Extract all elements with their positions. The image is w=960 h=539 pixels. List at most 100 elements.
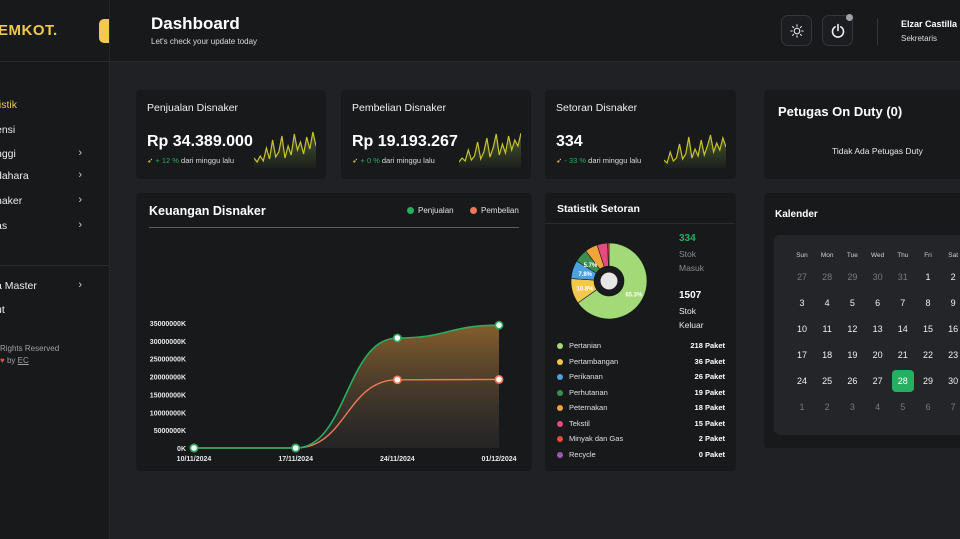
calendar-day[interactable]: 30 xyxy=(948,376,959,386)
calendar-day[interactable]: 28 xyxy=(822,272,833,282)
calendar-day[interactable]: 20 xyxy=(872,350,883,360)
y-tick-label: 30000000K xyxy=(150,339,186,346)
chevron-right-icon: › xyxy=(78,219,82,231)
calendar-day[interactable]: 7 xyxy=(950,402,956,412)
calendar-day[interactable]: 18 xyxy=(822,350,833,360)
calendar-day[interactable]: 30 xyxy=(872,272,883,282)
calendar-day[interactable]: 26 xyxy=(847,376,858,386)
stat-delta-percent: + 0 % xyxy=(360,156,380,165)
pembelian-point[interactable] xyxy=(392,375,402,385)
calendar-day[interactable]: 9 xyxy=(950,298,956,308)
calendar-day[interactable]: 11 xyxy=(822,324,832,334)
stat-card-pembelian: Pembelian Disnaker Rp 19.193.267 ➶ + 0 %… xyxy=(341,90,531,179)
category-dot xyxy=(557,343,563,349)
pembelian-point[interactable] xyxy=(494,375,504,384)
calendar-day[interactable]: 5 xyxy=(900,402,906,412)
donut-slice xyxy=(577,242,648,320)
calendar-day[interactable]: 8 xyxy=(925,298,931,308)
sidebar-item-logout[interactable]: ut xyxy=(0,302,110,320)
calendar-day[interactable]: 21 xyxy=(897,350,908,360)
stat-card-penjualan: Penjualan Disnaker Rp 34.389.000 ➶ + 12 … xyxy=(136,90,326,179)
stat-card-delta: ➶ - 33 % dari minggu lalu xyxy=(556,156,641,165)
calendar-day[interactable]: 25 xyxy=(822,376,833,386)
sparkline-area xyxy=(664,135,726,168)
calendar-day[interactable]: 6 xyxy=(925,402,931,412)
category-name: Tekstil xyxy=(569,418,590,428)
copyright-text: Rights Reserved xyxy=(0,344,60,353)
category-row: Peternakan 18 Paket xyxy=(557,403,725,415)
x-tick-label: 01/12/2024 xyxy=(481,456,516,463)
penjualan-point[interactable] xyxy=(494,320,504,330)
page-title: Dashboard xyxy=(151,14,240,33)
calendar-day[interactable]: 1 xyxy=(925,272,931,282)
penjualan-point[interactable] xyxy=(392,333,402,343)
calendar-day[interactable]: 29 xyxy=(922,376,933,386)
stat-card-title: Setoran Disnaker xyxy=(556,102,638,114)
sidebar-item-4[interactable]: naker › xyxy=(0,193,110,211)
category-row: Perhutanan 19 Paket xyxy=(557,388,725,400)
calendar-day[interactable]: 4 xyxy=(824,298,830,308)
calendar-day[interactable]: 4 xyxy=(875,402,881,412)
calendar-day[interactable]: 3 xyxy=(799,298,805,308)
calendar-day[interactable]: 13 xyxy=(872,324,883,334)
calendar-day[interactable]: 7 xyxy=(900,298,906,308)
calendar-day[interactable]: 15 xyxy=(922,324,933,334)
weekday-label: Wed xyxy=(870,252,885,259)
stat-card-value: 334 xyxy=(556,133,583,150)
category-row: Tekstil 15 Paket xyxy=(557,419,725,431)
sidebar-item-label: tistik xyxy=(0,99,17,111)
theme-toggle-button[interactable] xyxy=(781,15,812,46)
calendar-day[interactable]: 3 xyxy=(849,402,855,412)
sidebar-item-2[interactable]: nggi › xyxy=(0,146,110,164)
calendar-day[interactable]: 10 xyxy=(796,324,807,334)
calendar-day-today[interactable]: 28 xyxy=(891,370,914,392)
calendar-day[interactable]: 24 xyxy=(796,376,807,386)
sidebar-item-label: as xyxy=(0,220,8,232)
duty-card: Petugas On Duty (0) Tidak Ada Petugas Du… xyxy=(764,90,960,179)
credit-line: ♥ by EC xyxy=(0,355,59,367)
weekday-label: Tue xyxy=(846,252,858,259)
y-tick-label: 25000000K xyxy=(150,357,186,364)
sidebar-item-statistik[interactable]: tistik xyxy=(0,97,110,115)
calendar-day[interactable]: 14 xyxy=(897,324,908,334)
app-logo[interactable]: EMKOT. xyxy=(0,22,58,39)
user-name[interactable]: Elzar Castilla xyxy=(901,19,958,29)
calendar-day[interactable]: 2 xyxy=(950,272,956,282)
calendar-day[interactable]: 6 xyxy=(875,298,881,308)
calendar-day[interactable]: 31 xyxy=(897,272,908,282)
calendar-day[interactable]: 29 xyxy=(847,272,858,282)
calendar-day[interactable]: 17 xyxy=(796,350,807,360)
legend-pembelian[interactable]: Pembelian xyxy=(470,206,519,215)
legend-penjualan[interactable]: Penjualan xyxy=(407,206,454,215)
credit-link[interactable]: EC xyxy=(17,356,29,365)
credit-by: by xyxy=(6,356,16,365)
calendar-day[interactable]: 22 xyxy=(922,350,933,360)
trend-arrow-icon: ➶ xyxy=(556,156,563,165)
calendar-day[interactable]: 27 xyxy=(872,376,883,386)
calendar-day[interactable]: 1 xyxy=(799,402,805,412)
stat-delta-text: dari minggu lalu xyxy=(181,156,234,165)
calendar-day[interactable]: 12 xyxy=(847,324,858,334)
calendar-day[interactable]: 16 xyxy=(948,324,959,334)
calendar-day[interactable]: 23 xyxy=(948,350,959,360)
penjualan-point[interactable] xyxy=(189,443,199,453)
y-tick-label: 10000000K xyxy=(150,410,186,417)
sidebar-item-3[interactable]: dahara › xyxy=(0,168,110,186)
calendar-day[interactable]: 5 xyxy=(849,298,855,308)
sidebar-item-master[interactable]: a Master › xyxy=(0,278,110,296)
chevron-right-icon: › xyxy=(78,194,82,206)
sidebar-item-1[interactable]: ensi xyxy=(0,122,110,140)
penjualan-point[interactable] xyxy=(291,443,301,453)
sidebar-toggle-tab[interactable] xyxy=(99,19,109,43)
category-name: Pertanian xyxy=(569,341,602,350)
stat-delta-text: dari minggu lalu xyxy=(381,156,435,165)
sidebar-item-5[interactable]: as › xyxy=(0,218,110,236)
chevron-right-icon: › xyxy=(78,147,82,159)
calendar-day[interactable]: 27 xyxy=(796,272,807,282)
category-value: 0 Paket xyxy=(698,449,725,459)
category-dot xyxy=(557,405,563,411)
category-value: 26 Paket xyxy=(694,372,725,381)
sidebar-item-label: dahara xyxy=(0,170,29,182)
calendar-day[interactable]: 19 xyxy=(847,350,858,360)
calendar-day[interactable]: 2 xyxy=(824,402,830,412)
